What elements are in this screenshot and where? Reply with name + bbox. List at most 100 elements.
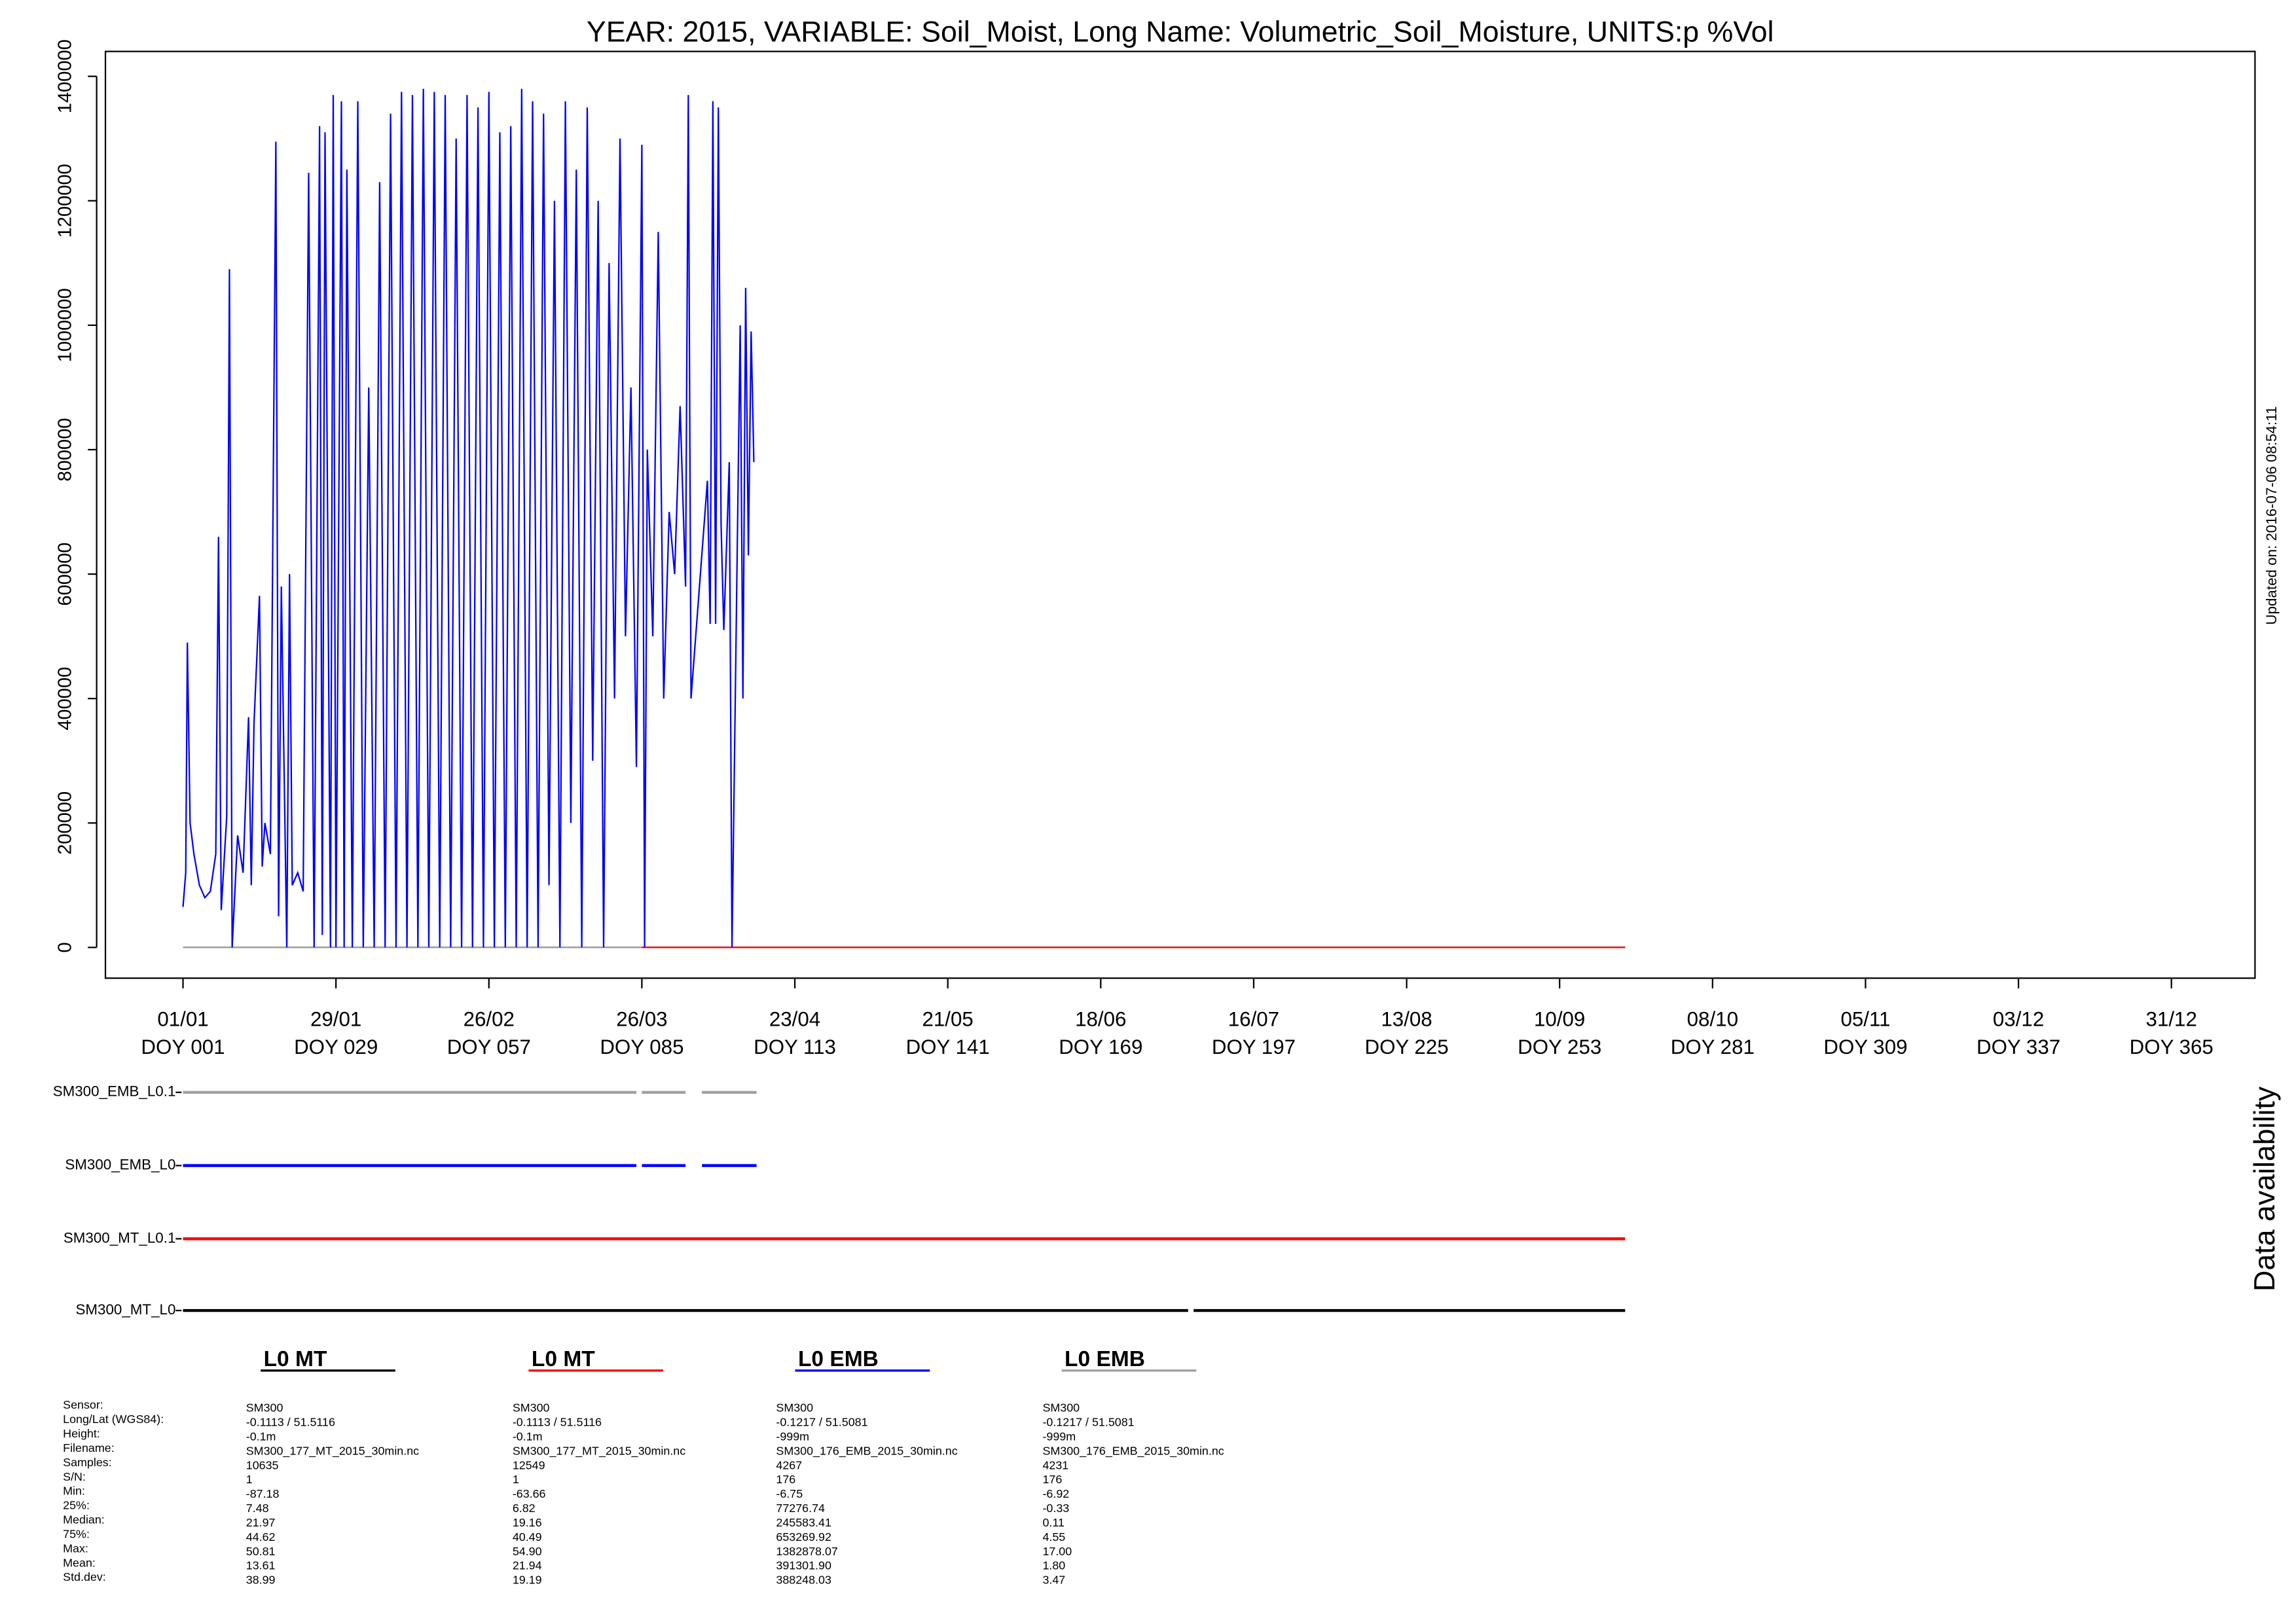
- stats-value: 0.11: [1042, 1516, 1065, 1529]
- stats-value: 21.97: [246, 1516, 276, 1529]
- stats-label: Sensor:: [63, 1398, 103, 1411]
- stats-value: 19.19: [513, 1574, 542, 1587]
- availability-title: Data availability: [2249, 1086, 2281, 1291]
- availability-label: SM300_MT_L0.1: [64, 1229, 176, 1246]
- x-tick-sublabel: DOY 253: [1518, 1036, 1601, 1058]
- series-line: [182, 88, 755, 948]
- y-tick-label: 400000: [54, 667, 75, 731]
- stats-value: 388248.03: [776, 1574, 831, 1587]
- x-tick-label: 16/07: [1228, 1007, 1279, 1030]
- x-tick-sublabel: DOY 281: [1671, 1036, 1755, 1058]
- stats-value: 6.82: [513, 1502, 536, 1515]
- plot-frame: [104, 50, 2256, 979]
- stats-value: 12549: [513, 1458, 545, 1471]
- stats-value: SM300: [1042, 1401, 1080, 1415]
- stats-value: SM300_177_MT_2015_30min.nc: [513, 1444, 685, 1458]
- stats-value: 44.62: [246, 1530, 276, 1543]
- x-tick-label: 31/12: [2146, 1007, 2197, 1030]
- stats-value: -999m: [776, 1430, 809, 1443]
- stats-value: 245583.41: [776, 1516, 831, 1529]
- y-tick-label: 800000: [54, 418, 75, 481]
- y-tick-label: 600000: [54, 543, 75, 606]
- stats-label: Max:: [63, 1542, 88, 1555]
- stats-value: -0.1m: [513, 1430, 543, 1443]
- stats-label: Height:: [63, 1427, 100, 1440]
- x-tick-sublabel: DOY 225: [1364, 1036, 1448, 1058]
- x-tick-label: 05/11: [1840, 1007, 1890, 1030]
- stats-value: 13.61: [246, 1559, 276, 1572]
- y-tick-label: 1200000: [54, 164, 75, 238]
- stats-label: 75%:: [63, 1527, 90, 1540]
- x-tick-sublabel: DOY 197: [1212, 1036, 1296, 1058]
- x-tick-label: 13/08: [1381, 1007, 1432, 1030]
- stats-value: -0.1217 / 51.5081: [776, 1416, 867, 1429]
- y-tick-label: 1000000: [54, 288, 75, 362]
- legend-label: L0 EMB: [798, 1347, 879, 1371]
- stats-value: -87.18: [246, 1487, 280, 1500]
- stats-label: Median:: [63, 1513, 105, 1526]
- stats-value: 54.90: [513, 1545, 542, 1558]
- x-tick-sublabel: DOY 085: [600, 1036, 683, 1058]
- x-tick-sublabel: DOY 141: [906, 1036, 990, 1058]
- stats-value: -999m: [1042, 1430, 1076, 1443]
- stats-value: 176: [1042, 1473, 1062, 1486]
- stats-value: -0.1113 / 51.5116: [246, 1416, 335, 1429]
- stats-value: -0.1113 / 51.5116: [513, 1416, 602, 1429]
- stats-value: -63.66: [513, 1487, 546, 1500]
- stats-value: 10635: [246, 1458, 279, 1471]
- stats-value: 50.81: [246, 1545, 276, 1558]
- stats-value: SM300: [776, 1401, 813, 1415]
- stats-value: 653269.92: [776, 1530, 831, 1543]
- stats-value: 4267: [776, 1458, 802, 1471]
- x-tick-sublabel: DOY 309: [1823, 1036, 1907, 1058]
- stats-value: 391301.90: [776, 1559, 831, 1572]
- stats-label: S/N:: [63, 1470, 86, 1483]
- x-tick-sublabel: DOY 365: [2130, 1036, 2214, 1058]
- stats-value: 1.80: [1042, 1559, 1065, 1572]
- y-tick-label: 0: [54, 942, 75, 952]
- stats-value: -6.75: [776, 1487, 803, 1500]
- x-tick-label: 10/09: [1534, 1007, 1585, 1030]
- updated-note: Updated on: 2016-07-06 08:54:11: [2263, 406, 2280, 625]
- x-tick-sublabel: DOY 169: [1059, 1036, 1142, 1058]
- stats-value: 38.99: [246, 1574, 276, 1587]
- chart-title: YEAR: 2015, VARIABLE: Soil_Moist, Long N…: [587, 16, 1774, 48]
- stats-value: -0.1m: [246, 1430, 276, 1443]
- x-tick-sublabel: DOY 001: [141, 1036, 225, 1058]
- availability-label: SM300_MT_L0: [76, 1301, 176, 1318]
- stats-value: 40.49: [513, 1530, 542, 1543]
- stats-value: 77276.74: [776, 1502, 825, 1515]
- stats-value: 3.47: [1042, 1574, 1065, 1587]
- x-tick-label: 26/03: [616, 1007, 667, 1030]
- x-tick-sublabel: DOY 029: [294, 1036, 378, 1058]
- x-tick-sublabel: DOY 113: [754, 1036, 836, 1058]
- stats-value: 21.94: [513, 1559, 542, 1572]
- stats-value: -0.33: [1042, 1502, 1069, 1515]
- x-tick-label: 29/01: [310, 1007, 361, 1030]
- x-tick-label: 23/04: [769, 1007, 820, 1030]
- x-tick-label: 08/10: [1687, 1007, 1738, 1030]
- x-tick-sublabel: DOY 337: [1977, 1036, 2060, 1058]
- stats-label: Samples:: [63, 1456, 112, 1469]
- stats-value: 176: [776, 1473, 795, 1486]
- x-tick-label: 26/02: [464, 1007, 515, 1030]
- stats-value: 1382878.07: [776, 1545, 837, 1558]
- x-tick-label: 01/01: [157, 1007, 208, 1030]
- stats-value: -6.92: [1042, 1487, 1069, 1500]
- stats-value: 4.55: [1042, 1530, 1065, 1543]
- stats-value: 7.48: [246, 1502, 269, 1515]
- stats-value: SM300: [513, 1401, 550, 1415]
- y-tick-label: 1400000: [54, 39, 75, 113]
- availability-label: SM300_EMB_L0: [65, 1157, 175, 1173]
- stats-value: SM300_176_EMB_2015_30min.nc: [1042, 1444, 1224, 1458]
- stats-value: 19.16: [513, 1516, 542, 1529]
- stats-label: Filename:: [63, 1441, 114, 1454]
- stats-value: 1: [246, 1473, 253, 1486]
- stats-value: 4231: [1042, 1458, 1068, 1471]
- stats-label: Mean:: [63, 1556, 96, 1569]
- x-tick-label: 21/05: [922, 1007, 974, 1030]
- stats-value: 1: [513, 1473, 519, 1486]
